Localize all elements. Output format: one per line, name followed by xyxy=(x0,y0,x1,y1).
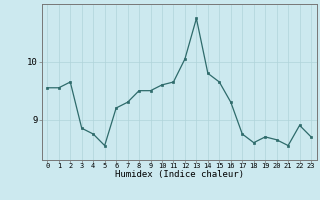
X-axis label: Humidex (Indice chaleur): Humidex (Indice chaleur) xyxy=(115,170,244,179)
